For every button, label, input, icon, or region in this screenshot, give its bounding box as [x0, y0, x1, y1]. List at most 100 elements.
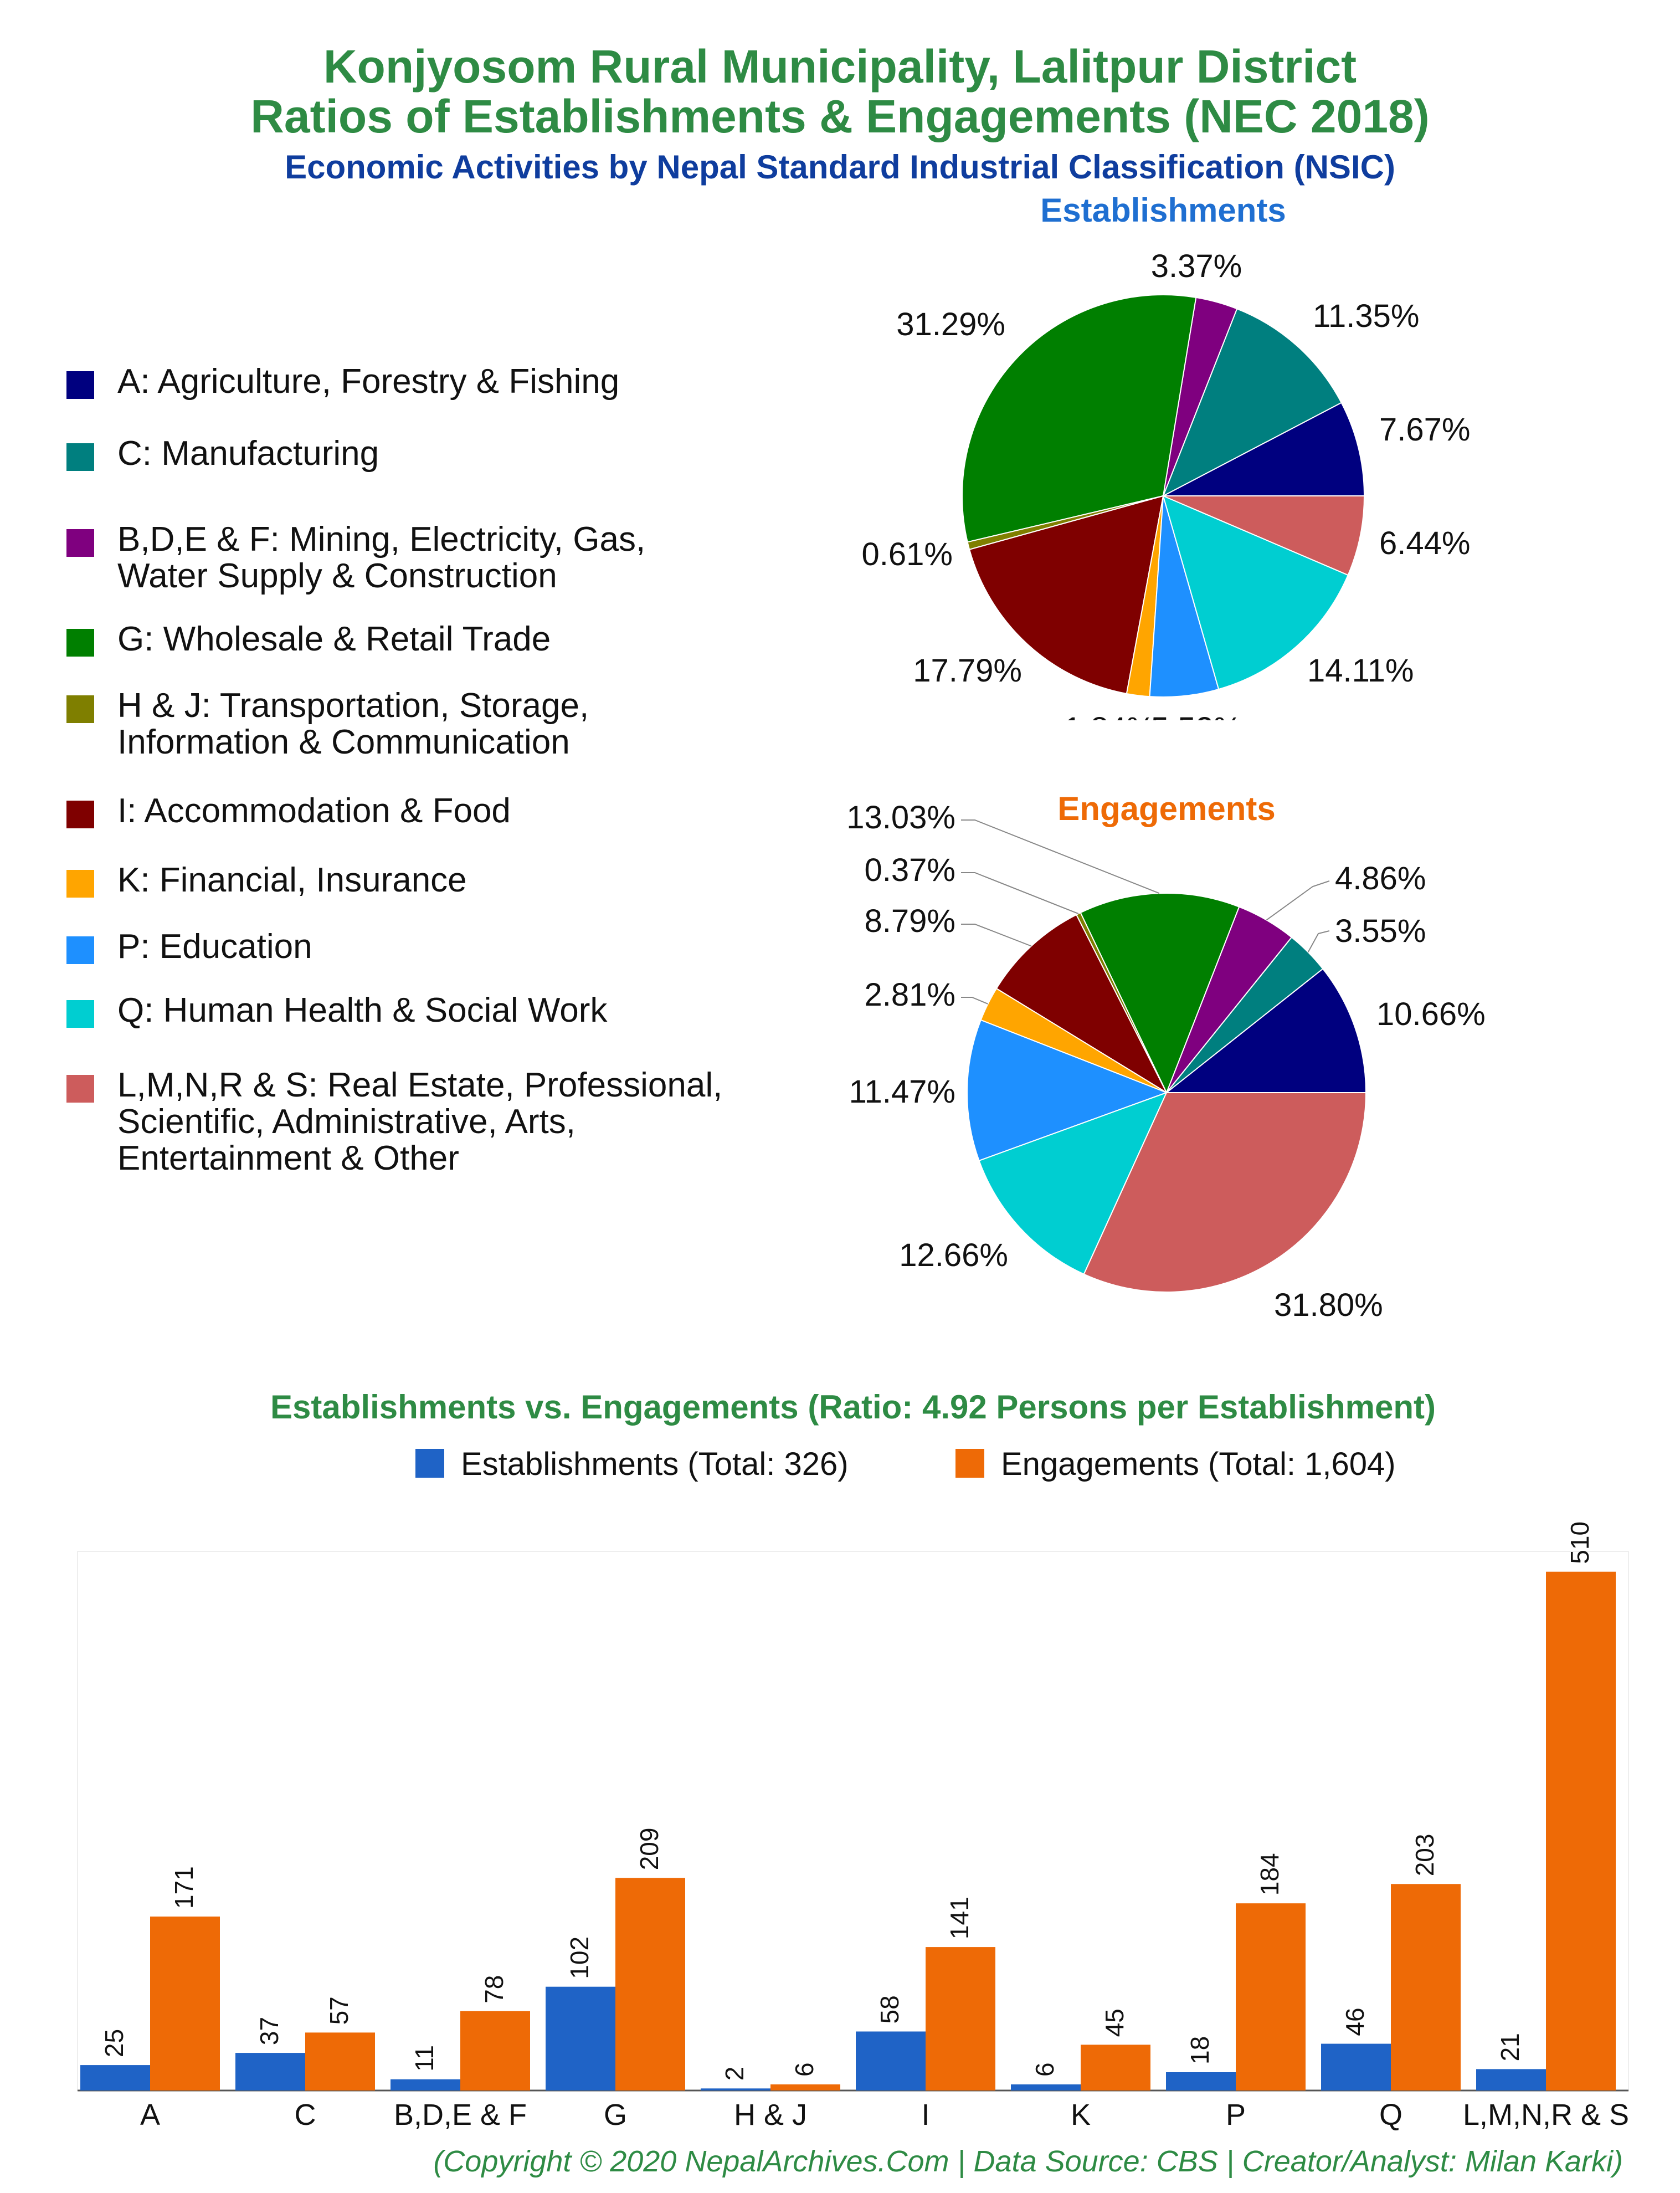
bar-value-label: 209: [635, 1828, 664, 1871]
x-tick-label: H & J: [734, 2098, 807, 2131]
establishments-bar-h-j: [701, 2088, 770, 2090]
engagements-bar-k: [1081, 2045, 1150, 2090]
legend-swatch: [66, 1000, 94, 1028]
legend-label: P: Education: [117, 928, 312, 966]
pie-percent-label: 3.37%: [1151, 248, 1242, 284]
chart-subtitle: Economic Activities by Nepal Standard In…: [285, 148, 1395, 186]
pie-percent-label: 3.55%: [1335, 913, 1426, 949]
pie-percent-label: 6.44%: [1379, 525, 1470, 561]
pie-percent-label: 31.29%: [896, 306, 1005, 342]
pie-slice-g: [1080, 893, 1240, 1094]
establishments-bar-i: [856, 2031, 926, 2090]
engagements-bar-h-j: [770, 2084, 840, 2090]
pie-slice-g: [962, 294, 1197, 543]
bar-value-label: 57: [325, 1996, 353, 2025]
establishments-bar-a: [80, 2065, 150, 2090]
legend-swatch: [66, 629, 94, 657]
x-tick-label: G: [604, 2098, 627, 2131]
bar-chart-title: Establishments vs. Engagements (Ratio: 4…: [270, 1388, 1436, 1426]
legend-swatch: [66, 801, 94, 828]
pie-percent-label: 4.86%: [1335, 860, 1426, 896]
engagements-bar-q: [1391, 1884, 1461, 2090]
pie-leader-line: [1266, 880, 1330, 921]
bar-value-label: 11: [410, 2045, 439, 2072]
bar-legend-label: Establishments (Total: 326): [461, 1446, 849, 1482]
bar-value-label: 510: [1565, 1521, 1594, 1564]
legend-swatch: [66, 529, 94, 557]
bar-value-label: 25: [100, 2029, 129, 2057]
bar-value-label: 37: [255, 2017, 284, 2045]
pie-percent-label: 8.79%: [865, 903, 955, 939]
x-tick-label: C: [295, 2098, 316, 2131]
x-tick-label: P: [1226, 2098, 1246, 2131]
legend-swatch: [66, 443, 94, 471]
pie-title: Establishments: [1040, 194, 1286, 229]
pie-leader-line: [961, 997, 988, 1005]
bar-value-label: 45: [1100, 2008, 1129, 2037]
pie-leader-line: [961, 924, 1032, 947]
pie-leader-line: [961, 819, 1160, 894]
establishments-bar-b-d-e-f: [391, 2079, 460, 2090]
chart-title-line2: Ratios of Establishments & Engagements (…: [250, 90, 1430, 142]
x-tick-label: B,D,E & F: [394, 2098, 527, 2131]
bar-value-label: 141: [945, 1897, 974, 1939]
legend-label: B,D,E & F: Mining, Electricity, Gas, Wat…: [117, 520, 646, 595]
legend-swatch: [66, 870, 94, 898]
establishments-pie-chart: Establishments 7.67% 11.35% 3.37% 31.29% 0.61…: [862, 194, 1471, 720]
legend-label: I: Accommodation & Food: [117, 792, 511, 830]
establishments-bar-k: [1011, 2084, 1081, 2090]
legend-label: A: Agriculture, Forestry & Fishing: [117, 362, 620, 401]
bar-value-label: 203: [1410, 1834, 1439, 1877]
bar-value-label: 18: [1185, 2036, 1214, 2064]
establishments-bar-q: [1321, 2043, 1391, 2090]
bar-value-label: 78: [480, 1975, 508, 2004]
bar-value-label: 2: [720, 2067, 749, 2081]
legend-label: G: Wholesale & Retail Trade: [117, 620, 551, 658]
establishments-bar-l-m-n-r-s: [1476, 2069, 1546, 2090]
pie-percent-label: 13.03%: [846, 800, 955, 836]
pie-percent-label: 14.11%: [1307, 653, 1414, 689]
x-tick-label: K: [1071, 2098, 1091, 2131]
pie-percent-label: 17.79%: [913, 653, 1022, 689]
pie-title: Engagements: [1057, 790, 1275, 827]
legend-label: H & J: Transportation, Storage, Informat…: [117, 686, 589, 761]
bar-value-label: 171: [169, 1866, 198, 1909]
pie-leader-line: [961, 872, 1079, 915]
establishments-bar-c: [235, 2053, 305, 2090]
pie-slice-i: [995, 914, 1168, 1094]
pie-percent-label: 7.67%: [1379, 412, 1470, 448]
engagements-bar-l-m-n-r-s: [1546, 1571, 1616, 2090]
bar-legend-swatch: [955, 1449, 984, 1478]
establishments-bar-g: [546, 1986, 615, 2090]
engagements-pie-chart: Engagements 10.66% 3.55% 4.86% 13.03% 0.37% 8.…: [846, 790, 1486, 1323]
engagements-bar-b-d-e-f: [460, 2011, 530, 2090]
chart-title-line1: Konjyosom Rural Municipality, Lalitpur D…: [323, 40, 1357, 93]
pie-slice-l-m-n-r-s: [1083, 1092, 1367, 1293]
x-tick-label: L,M,N,R & S: [1463, 2098, 1629, 2131]
bar-legend-swatch: [415, 1449, 444, 1478]
bar-value-label: 58: [875, 1995, 904, 2023]
legend-label: C: Manufacturing: [117, 434, 379, 473]
x-tick-label: Q: [1379, 2098, 1402, 2131]
engagements-bar-c: [305, 2032, 375, 2090]
x-tick-label: I: [921, 2098, 929, 2131]
pie-slice-q: [978, 1092, 1168, 1275]
legend-label: K: Financial, Insurance: [117, 861, 467, 899]
establishments-vs-engagements-bar-chart: Establishments vs. Engagements (Ratio: 4…: [77, 1388, 1629, 2131]
pie-percent-label: 11.35%: [1313, 298, 1419, 334]
pie-percent-label: 11.47%: [849, 1074, 955, 1110]
bar-value-label: 46: [1340, 2007, 1369, 2036]
bar-value-label: 184: [1255, 1853, 1284, 1895]
legend-label: L,M,N,R & S: Real Estate, Professional, …: [117, 1066, 723, 1177]
bar-legend-label: Engagements (Total: 1,604): [1001, 1446, 1396, 1482]
copyright-footer: (Copyright © 2020 NepalArchives.Com | Da…: [433, 2145, 1623, 2178]
pie-percent-label: 1.84%: [1064, 711, 1155, 720]
bar-value-label: 6: [1030, 2062, 1059, 2077]
engagements-bar-g: [615, 1878, 685, 2090]
pie-percent-label: 2.81%: [865, 977, 955, 1013]
pie-percent-label: 10.66%: [1376, 996, 1486, 1032]
pie-slice-i: [968, 495, 1164, 695]
legend-swatch: [66, 371, 94, 399]
pie-percent-label: 12.66%: [899, 1237, 1008, 1273]
legend-swatch: [66, 695, 94, 723]
